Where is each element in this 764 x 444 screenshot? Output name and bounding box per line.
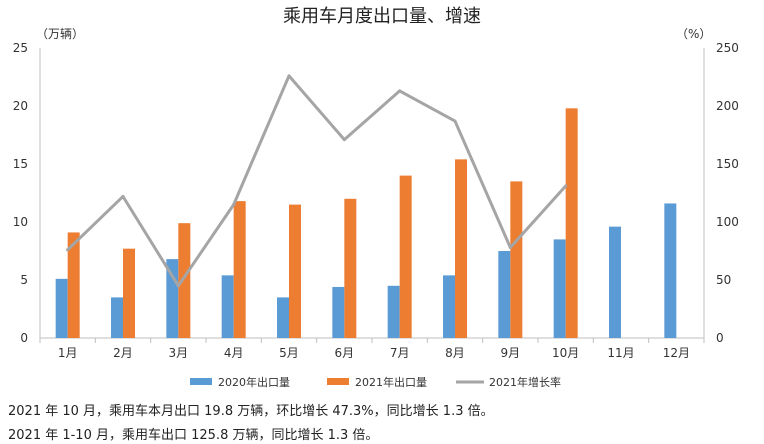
y-right-tick-label: 0 <box>716 331 724 345</box>
bar-2020 <box>221 275 234 338</box>
bar-2021 <box>233 201 246 338</box>
bar-2020 <box>498 251 511 338</box>
bar-2020 <box>443 275 455 338</box>
x-tick-label: 12月 <box>663 346 690 360</box>
growth-line <box>66 74 568 288</box>
y-left-tick-label: 0 <box>20 331 28 345</box>
growth-rate-line <box>66 74 568 288</box>
bar-2020 <box>609 226 621 338</box>
bar-2020 <box>55 278 68 338</box>
y-left-tick-label: 10 <box>13 215 28 229</box>
y-left-tick-label: 20 <box>13 99 28 113</box>
bar-2020 <box>332 286 345 338</box>
growth-rate-point <box>232 203 236 207</box>
note-cumulative: 2021 年 1-10 月，乘用车出口 125.8 万辆，同比增长 1.3 倍。 <box>8 428 379 443</box>
x-tick-label: 7月 <box>390 346 410 360</box>
y-right-tick-label: 100 <box>716 215 739 229</box>
bars <box>55 108 677 338</box>
legend-label: 2020年出口量 <box>218 375 290 389</box>
bar-2021 <box>123 248 135 338</box>
legend-label: 2021年出口量 <box>355 375 427 389</box>
bar-2020 <box>277 297 289 338</box>
y-left-tick-label: 25 <box>13 41 28 55</box>
x-tick-label: 5月 <box>279 346 299 360</box>
legend-label: 2021年增长率 <box>489 375 561 389</box>
x-tick-label: 3月 <box>169 346 189 360</box>
x-tick-label: 10月 <box>552 346 579 360</box>
growth-rate-point <box>453 119 457 123</box>
x-tick-label: 9月 <box>501 346 521 360</box>
bar-2021 <box>510 181 523 338</box>
growth-rate-point <box>66 248 70 252</box>
x-tick-label: 1月 <box>58 346 78 360</box>
bar-2021 <box>289 204 301 338</box>
y-right-tick-label: 150 <box>716 157 739 171</box>
bar-2021 <box>67 232 80 338</box>
growth-rate-point <box>121 194 125 198</box>
y-left-tick-label: 15 <box>13 157 28 171</box>
growth-rate-point <box>342 138 346 142</box>
growth-rate-point <box>398 89 402 93</box>
growth-rate-point <box>176 284 180 288</box>
growth-rate-point <box>287 74 291 78</box>
right-axis-unit: （%） <box>676 27 711 41</box>
growth-rate-point <box>564 184 568 188</box>
bar-2020 <box>553 239 566 338</box>
x-tick-label: 11月 <box>607 346 634 360</box>
bar-2020 <box>111 297 123 338</box>
bar-2020 <box>664 203 677 338</box>
bar-2020 <box>387 285 400 338</box>
y-right-tick-label: 50 <box>716 273 731 287</box>
bar-2021 <box>399 175 412 338</box>
left-axis-unit: （万辆） <box>36 27 84 41</box>
legend-swatch-2 <box>327 378 349 385</box>
x-tick-label: 8月 <box>445 346 465 360</box>
legend-swatch-1 <box>190 378 212 385</box>
chart: 乘用车月度出口量、增速 （万辆） （%） 0510152025050100150… <box>13 6 739 389</box>
bar-2021 <box>178 223 191 338</box>
legend: 2020年出口量 2021年出口量 2021年增长率 <box>190 375 561 389</box>
x-tick-label: 2月 <box>113 346 133 360</box>
y-left-tick-label: 5 <box>20 273 28 287</box>
growth-rate-point <box>508 246 512 250</box>
y-right-tick-label: 250 <box>716 41 739 55</box>
note-monthly: 2021 年 10 月，乘用车本月出口 19.8 万辆，环比增长 47.3%，同… <box>8 404 494 419</box>
y-right-tick-label: 200 <box>716 99 739 113</box>
bar-2021 <box>565 108 578 338</box>
bar-2021 <box>344 198 357 338</box>
x-tick-label: 6月 <box>335 346 355 360</box>
chart-title: 乘用车月度出口量、增速 <box>283 6 481 27</box>
bar-2021 <box>455 159 467 338</box>
x-tick-label: 4月 <box>224 346 244 360</box>
